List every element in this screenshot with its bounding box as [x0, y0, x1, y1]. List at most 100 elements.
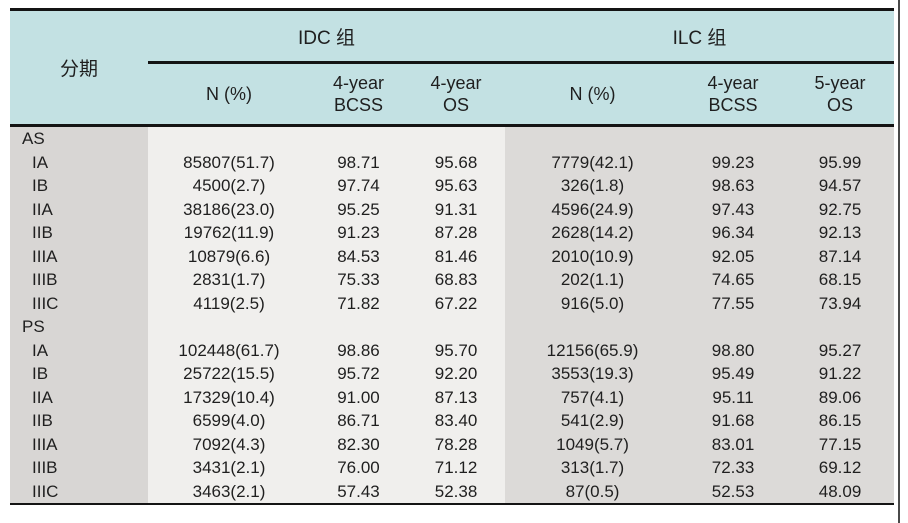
value-cell: 2010(10.9) — [505, 244, 681, 268]
stage-cell: IIIC — [10, 291, 148, 315]
value-cell: 95.63 — [407, 174, 506, 198]
value-cell: 92.13 — [786, 221, 895, 245]
stage-cell: IIIC — [10, 479, 148, 504]
value-cell — [148, 125, 310, 151]
value-cell: 3463(2.1) — [148, 479, 310, 504]
value-cell: 52.53 — [680, 479, 787, 504]
value-cell: 2831(1.7) — [148, 268, 310, 292]
data-row: IIIC 4119(2.5) 71.82 67.22 916(5.0) 77.55 73.9… — [10, 291, 895, 315]
value-cell: 95.70 — [407, 338, 506, 362]
table-body: AS IA 85807(51.7) 98.71 95.68 7779(42.1) 99.23… — [10, 125, 895, 504]
value-cell: 67.22 — [407, 291, 506, 315]
value-cell: 91.31 — [407, 197, 506, 221]
value-cell: 202(1.1) — [505, 268, 681, 292]
value-cell: 95.72 — [310, 362, 407, 386]
value-cell: 48.09 — [786, 479, 895, 504]
value-cell: 82.30 — [310, 432, 407, 456]
data-row: IIA 17329(10.4) 91.00 87.13 757(4.1) 95.11 89.… — [10, 385, 895, 409]
value-cell: 86.71 — [310, 409, 407, 433]
survival-statistics-table: 分期 IDC 组 ILC 组 N (%) 4-year BCSS 4-year … — [10, 8, 895, 505]
column-header-stage: 分期 — [10, 9, 148, 127]
column-header-line: N (%) — [569, 84, 616, 104]
data-row: IA 102448(61.7) 98.86 95.70 12156(65.9) 98.80… — [10, 338, 895, 362]
stage-cell: IA — [10, 150, 148, 174]
column-header-ilc-n: N (%) — [505, 62, 681, 127]
value-cell: 81.46 — [407, 244, 506, 268]
data-row: IB 4500(2.7) 97.74 95.63 326(1.8) 98.63 94.57 — [10, 174, 895, 198]
value-cell — [407, 125, 506, 151]
data-row: IIIA 7092(4.3) 82.30 78.28 1049(5.7) 83.01 77.… — [10, 432, 895, 456]
value-cell: 95.11 — [680, 385, 787, 409]
stage-cell: IIB — [10, 409, 148, 433]
value-cell: 25722(15.5) — [148, 362, 310, 386]
value-cell: 3553(19.3) — [505, 362, 681, 386]
column-header-line: 5-year — [814, 73, 866, 93]
value-cell: 12156(65.9) — [505, 338, 681, 362]
value-cell: 71.82 — [310, 291, 407, 315]
value-cell — [310, 125, 407, 151]
value-cell — [148, 315, 310, 339]
data-row: IIB 19762(11.9) 91.23 87.28 2628(14.2) 96.34 9… — [10, 221, 895, 245]
value-cell: 92.75 — [786, 197, 895, 221]
value-cell — [680, 315, 787, 339]
stage-cell: IB — [10, 174, 148, 198]
value-cell: 95.27 — [786, 338, 895, 362]
value-cell: 7779(42.1) — [505, 150, 681, 174]
value-cell: 96.34 — [680, 221, 787, 245]
value-cell: 99.23 — [680, 150, 787, 174]
value-cell: 91.68 — [680, 409, 787, 433]
value-cell: 95.49 — [680, 362, 787, 386]
column-header-line: 4-year — [707, 73, 759, 93]
column-header-ilc-bcss: 4-year BCSS — [680, 62, 787, 127]
column-header-idc-bcss: 4-year BCSS — [310, 62, 407, 127]
value-cell: 916(5.0) — [505, 291, 681, 315]
value-cell: 68.15 — [786, 268, 895, 292]
value-cell: 77.15 — [786, 432, 895, 456]
value-cell — [786, 315, 895, 339]
group-header-row: 分期 IDC 组 ILC 组 — [10, 9, 895, 127]
data-row: IIB 6599(4.0) 86.71 83.40 541(2.9) 91.68 86.15 — [10, 409, 895, 433]
table-header: 分期 IDC 组 ILC 组 N (%) 4-year BCSS 4-year … — [10, 9, 895, 127]
data-row: IIIC 3463(2.1) 57.43 52.38 87(0.5) 52.53 48.09 — [10, 479, 895, 504]
value-cell: 757(4.1) — [505, 385, 681, 409]
screenshot-edge-line — [898, 0, 900, 523]
value-cell: 3431(2.1) — [148, 456, 310, 480]
value-cell: 83.40 — [407, 409, 506, 433]
column-header-line: OS — [443, 95, 470, 115]
value-cell: 78.28 — [407, 432, 506, 456]
value-cell: 98.80 — [680, 338, 787, 362]
value-cell: 1049(5.7) — [505, 432, 681, 456]
value-cell: 94.57 — [786, 174, 895, 198]
value-cell: 541(2.9) — [505, 409, 681, 433]
value-cell: 95.99 — [786, 150, 895, 174]
value-cell: 85807(51.7) — [148, 150, 310, 174]
value-cell: 4500(2.7) — [148, 174, 310, 198]
section-label-row: AS — [10, 125, 895, 151]
value-cell: 95.68 — [407, 150, 506, 174]
value-cell — [680, 125, 787, 151]
value-cell: 7092(4.3) — [148, 432, 310, 456]
value-cell: 10879(6.6) — [148, 244, 310, 268]
value-cell — [505, 315, 681, 339]
value-cell: 326(1.8) — [505, 174, 681, 198]
value-cell: 84.53 — [310, 244, 407, 268]
column-header-idc-n: N (%) — [148, 62, 310, 127]
value-cell — [407, 315, 506, 339]
value-cell: 2628(14.2) — [505, 221, 681, 245]
value-cell: 98.86 — [310, 338, 407, 362]
value-cell: 98.63 — [680, 174, 787, 198]
value-cell: 86.15 — [786, 409, 895, 433]
value-cell: 6599(4.0) — [148, 409, 310, 433]
sub-header-row: N (%) 4-year BCSS 4-year OS N (%) 4-year… — [10, 62, 895, 127]
value-cell: 91.00 — [310, 385, 407, 409]
value-cell: 17329(10.4) — [148, 385, 310, 409]
column-header-idc-os: 4-year OS — [407, 62, 506, 127]
data-row: IIIA 10879(6.6) 84.53 81.46 2010(10.9) 92.05 8… — [10, 244, 895, 268]
value-cell: 87.14 — [786, 244, 895, 268]
column-header-line: BCSS — [333, 95, 384, 115]
value-cell: 72.33 — [680, 456, 787, 480]
value-cell: 75.33 — [310, 268, 407, 292]
value-cell: 71.12 — [407, 456, 506, 480]
column-header-line: OS — [827, 95, 854, 115]
group-header-idc: IDC 组 — [148, 9, 506, 64]
